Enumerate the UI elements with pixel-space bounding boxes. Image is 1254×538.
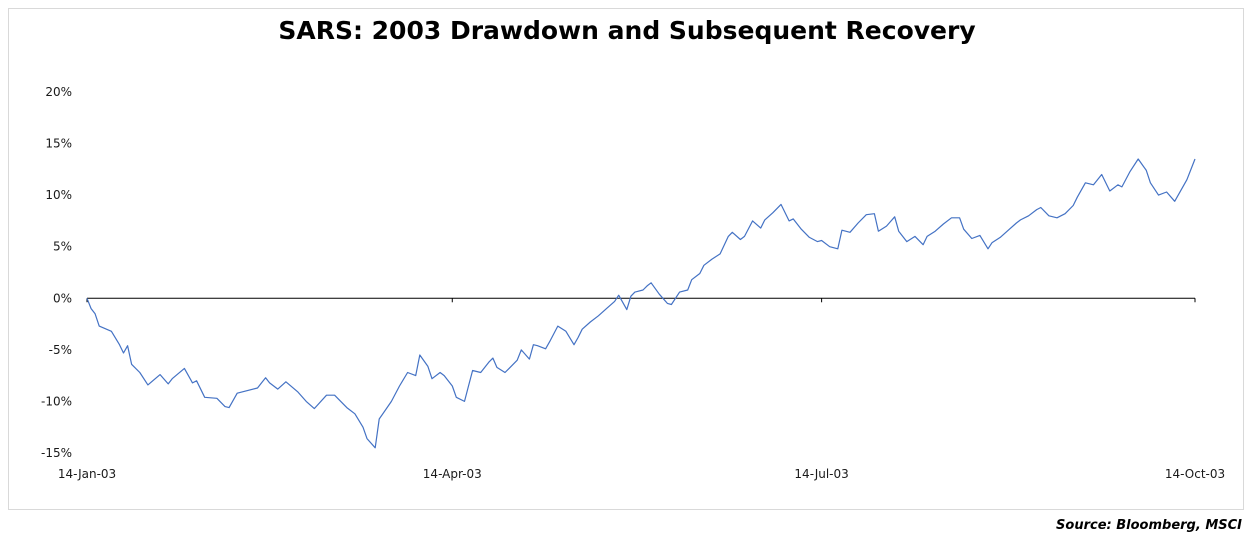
y-tick-label: 10% — [45, 188, 72, 202]
chart-title: SARS: 2003 Drawdown and Subsequent Recov… — [278, 16, 976, 45]
y-tick-label: -5% — [49, 343, 72, 357]
y-tick-label: 15% — [45, 137, 72, 151]
chart-frame — [8, 8, 1244, 510]
series-group — [86, 158, 1196, 449]
x-axis — [86, 297, 1196, 303]
x-tick-label: 14-Jan-03 — [58, 467, 116, 481]
series-line — [86, 158, 1196, 449]
y-tick-label: 20% — [45, 85, 72, 99]
source-note: Source: Bloomberg, MSCI — [1056, 518, 1242, 533]
y-axis-labels: 20% 15% 10% 5% 0% -5% -10% -15% — [41, 85, 72, 460]
x-tick-label: 14-Apr-03 — [423, 467, 482, 481]
x-tick-label: 14-Oct-03 — [1165, 467, 1225, 481]
y-tick-label: 0% — [53, 291, 72, 305]
y-tick-label: 5% — [53, 240, 72, 254]
x-axis-labels: 14-Jan-03 14-Apr-03 14-Jul-03 14-Oct-03 — [58, 467, 1225, 481]
y-tick-label: -10% — [41, 394, 72, 408]
y-tick-label: -15% — [41, 446, 72, 460]
x-tick-label: 14-Jul-03 — [794, 467, 848, 481]
